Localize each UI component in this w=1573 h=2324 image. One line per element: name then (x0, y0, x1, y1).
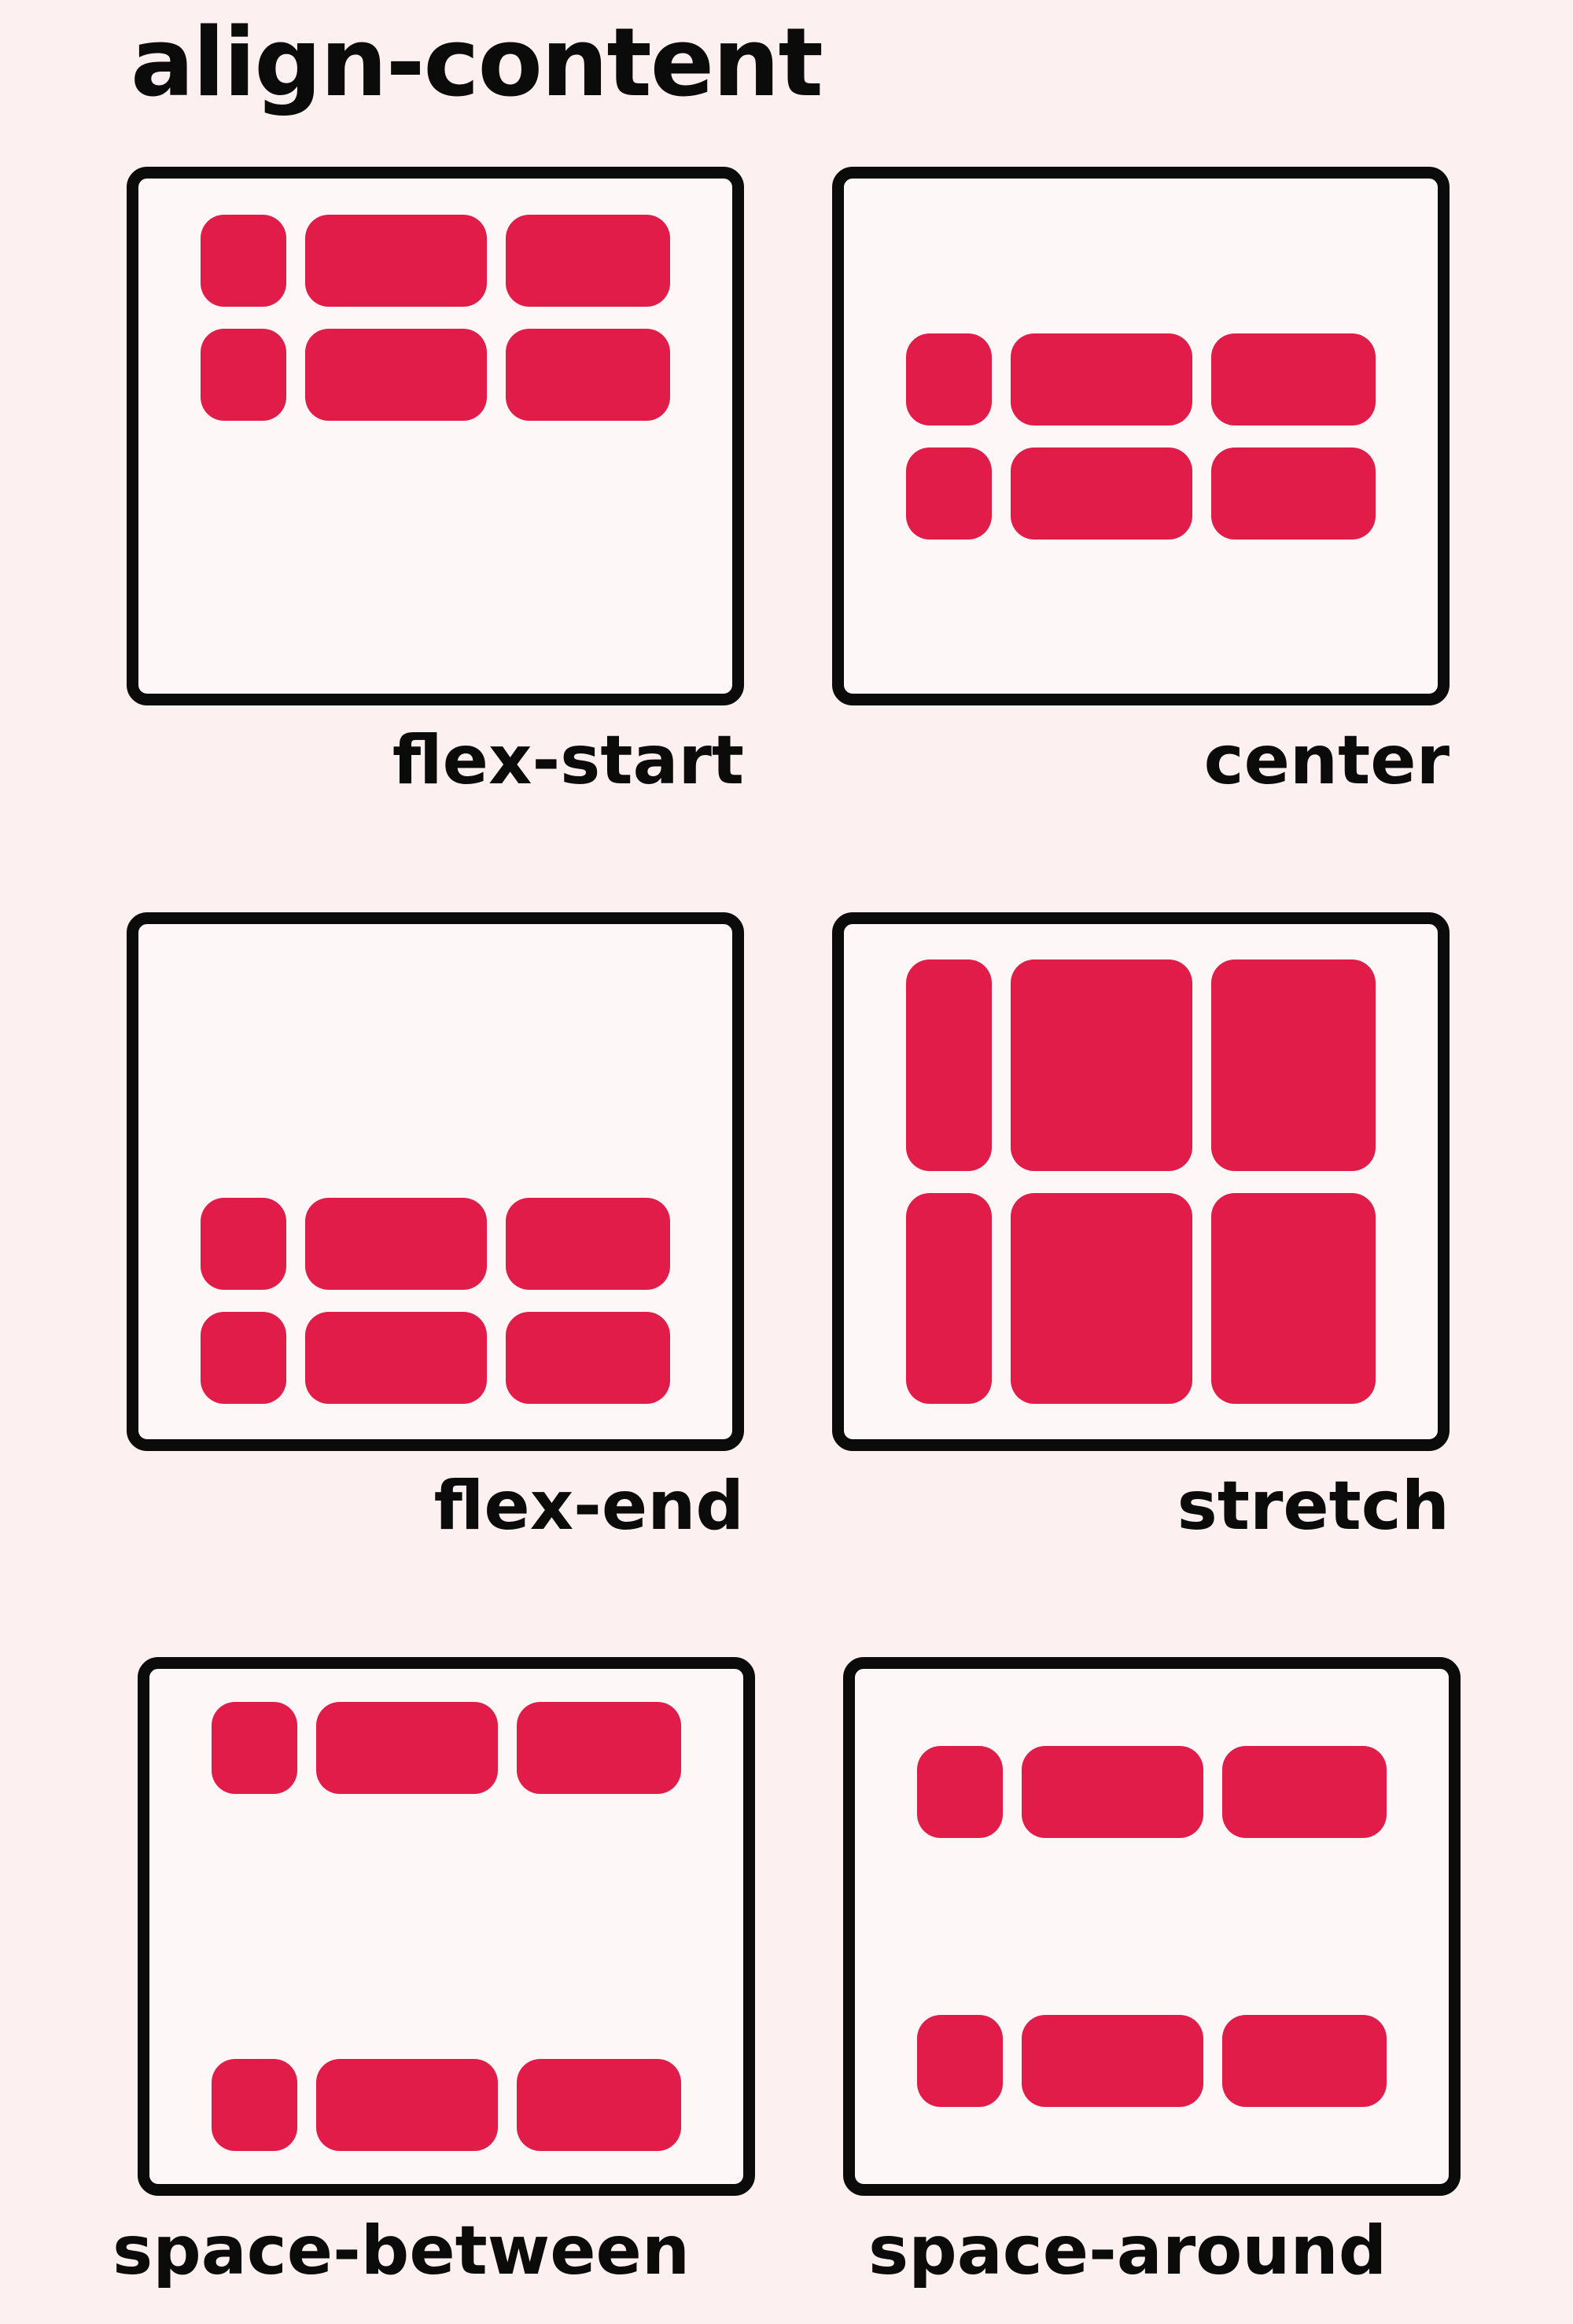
flex-item (1010, 1192, 1192, 1404)
flex-container (127, 167, 744, 705)
flex-item (201, 329, 286, 421)
flex-item (516, 2059, 681, 2151)
flex-item (315, 2059, 498, 2151)
panel-space-between: space-between (112, 1657, 755, 2290)
item-row (917, 1746, 1387, 1839)
flex-container (843, 1657, 1461, 2196)
item-row (212, 2059, 681, 2151)
flex-item (201, 1198, 286, 1290)
panel-space-around: space-around (843, 1657, 1461, 2290)
flex-item (1210, 1192, 1376, 1404)
panel-center: center (832, 167, 1450, 800)
flex-item (505, 329, 670, 421)
flex-container (138, 1657, 755, 2196)
page-title: align-content (131, 9, 823, 118)
flex-item (906, 959, 992, 1171)
panel-flex-start: flex-start (127, 167, 744, 800)
flex-item (505, 1312, 670, 1404)
item-row (906, 959, 1376, 1171)
flex-item (917, 2014, 1003, 2107)
flex-container (832, 167, 1450, 705)
flex-item (505, 215, 670, 307)
panel-label: space-around (868, 2212, 1387, 2290)
flex-item (1210, 333, 1376, 425)
panel-label: flex-end (433, 1467, 744, 1545)
flex-item (917, 1746, 1003, 1839)
flex-container (832, 912, 1450, 1451)
item-row (906, 1192, 1376, 1404)
flex-item (1210, 959, 1376, 1171)
panel-label: stretch (1177, 1467, 1450, 1545)
flex-item (304, 1198, 487, 1290)
flex-item (201, 1312, 286, 1404)
flex-item (1010, 333, 1192, 425)
flex-item (212, 2059, 297, 2151)
flex-item (1210, 447, 1376, 540)
item-row (906, 447, 1376, 540)
item-row (906, 333, 1376, 425)
flex-item (906, 333, 992, 425)
flex-item (212, 1702, 297, 1794)
flex-item (1021, 1746, 1203, 1839)
item-row (201, 329, 670, 421)
panel-label: center (1203, 721, 1450, 800)
flex-item (1010, 447, 1192, 540)
panel-label: space-between (112, 2212, 691, 2290)
item-row (212, 1702, 681, 1794)
panel-stretch: stretch (832, 912, 1450, 1545)
flex-item (516, 1702, 681, 1794)
flex-item (304, 329, 487, 421)
flex-item (906, 1192, 992, 1404)
flex-container (127, 912, 744, 1451)
panel-label: flex-start (392, 721, 744, 800)
flex-item (201, 215, 286, 307)
item-row (201, 1198, 670, 1290)
flex-item (1021, 2014, 1203, 2107)
flex-item (906, 447, 992, 540)
flex-item (304, 1312, 487, 1404)
flex-item (1010, 959, 1192, 1171)
flex-item (304, 215, 487, 307)
flex-item (505, 1198, 670, 1290)
flex-item (1221, 2014, 1387, 2107)
item-row (201, 1312, 670, 1404)
item-row (201, 215, 670, 307)
flex-item (1221, 1746, 1387, 1839)
panel-flex-end: flex-end (127, 912, 744, 1545)
item-row (917, 2014, 1387, 2107)
flex-item (315, 1702, 498, 1794)
